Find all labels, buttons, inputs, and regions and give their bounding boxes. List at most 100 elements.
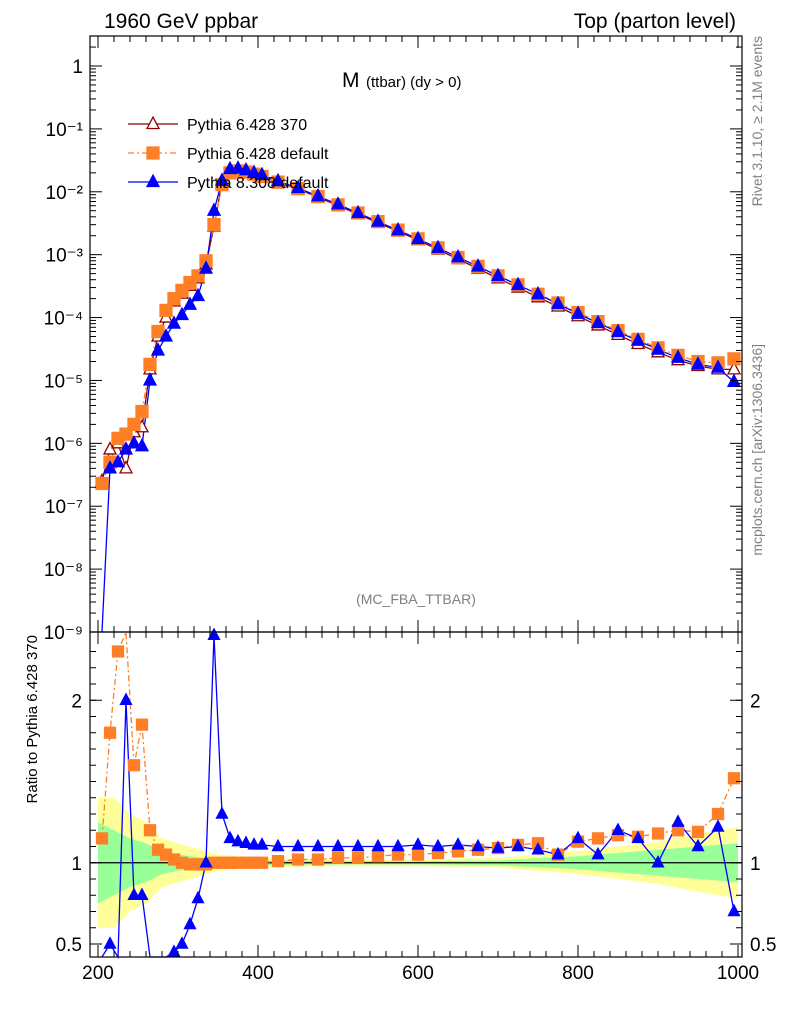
main-point-s2-26 — [370, 213, 386, 227]
main-point-s2-34 — [530, 285, 546, 300]
ratio-point-s0-23 — [311, 853, 325, 866]
main-y-tick-label: 1 — [72, 57, 83, 78]
ratio-point-s1-30 — [451, 837, 465, 850]
ratio-point-s0-0 — [95, 832, 109, 845]
ratio-point-s1-5 — [135, 887, 149, 901]
ratio-point-s1-40 — [651, 855, 665, 868]
ratio-point-s1-36 — [571, 830, 585, 844]
ratio-point-s1-28 — [411, 837, 425, 850]
ratio-point-s1-38 — [611, 822, 625, 836]
main-point-s2-6 — [142, 372, 158, 386]
main-point-s1-8 — [159, 303, 173, 318]
ratio-point-s1-24 — [331, 838, 345, 852]
main-series-line-0 — [101, 169, 734, 482]
main-point-s2-9 — [166, 315, 182, 329]
ratio-point-s0-43 — [711, 807, 725, 821]
ratio-point-s1-37 — [591, 846, 605, 860]
main-point-s2-12 — [190, 287, 206, 302]
ratio-point-s1-9 — [167, 944, 181, 957]
ratio-point-s0-37 — [591, 832, 605, 845]
main-plot-marks — [94, 160, 742, 633]
analysis-id-label: (MC_FBA_TTBAR) — [356, 591, 476, 607]
ratio-point-s0-20 — [255, 856, 269, 869]
ratio-point-s1-4 — [127, 887, 141, 901]
main-point-s2-4 — [126, 435, 142, 449]
ratio-point-s0-21 — [271, 854, 285, 868]
ratio-point-s1-11 — [183, 916, 197, 930]
main-series-line-1 — [101, 170, 735, 484]
ratio-point-s1-16 — [223, 830, 237, 844]
main-point-s2-24 — [330, 196, 346, 210]
ratio-point-s1-25 — [351, 838, 365, 852]
main-point-s2-39 — [630, 332, 646, 346]
legend-label-2: Pythia 8.308 default — [187, 175, 329, 192]
ratio-point-s1-29 — [431, 838, 445, 852]
mcplots-source-label: mcplots.cern.ch [arXiv:1306.3436] — [749, 344, 765, 556]
main-point-s2-40 — [650, 341, 666, 355]
legend-label-1: Pythia 6.428 default — [187, 146, 329, 163]
legend-label-0: Pythia 6.428 370 — [187, 117, 307, 134]
main-y-tick-label: 10⁻³ — [46, 246, 84, 267]
ratio-point-s1-23 — [311, 838, 325, 852]
main-point-s2-42 — [690, 356, 706, 370]
main-point-s2-18 — [238, 161, 254, 176]
ratio-plot-axes: 0.5 0.5 1 1 2 2 200 400 600 800 1000 — [56, 631, 776, 984]
main-point-s1-14 — [207, 218, 221, 232]
ratio-point-s1-15 — [215, 806, 229, 819]
main-y-tick-label: 10⁻⁹ — [44, 623, 83, 644]
ratio-point-s0-1 — [103, 726, 117, 739]
ratio-point-s1-32 — [491, 840, 505, 853]
ratio-point-s1-12 — [191, 890, 205, 904]
main-y-tick-label: 10⁻⁴ — [44, 309, 83, 330]
x-tick-label: 200 — [82, 963, 114, 984]
ratio-point-s1-17 — [231, 833, 245, 847]
main-point-s2-7 — [150, 342, 166, 356]
ratio-point-s0-5 — [135, 718, 149, 731]
ratio-point-s1-3 — [119, 692, 133, 706]
x-tick-label: 400 — [242, 963, 274, 984]
main-point-s1-5 — [135, 404, 149, 419]
main-point-s2-31 — [470, 258, 486, 272]
main-point-s2-5 — [134, 437, 150, 452]
main-plot-panel: 110⁻¹10⁻²10⁻³10⁻⁴10⁻⁵10⁻⁶10⁻⁷10⁻⁸10⁻⁹ M … — [44, 35, 743, 644]
x-tick-label: 800 — [562, 963, 594, 984]
ratio-point-s1-33 — [511, 838, 525, 852]
main-point-s1-44 — [727, 352, 741, 366]
main-point-s1-0 — [95, 476, 109, 491]
ratio-point-s1-42 — [691, 838, 705, 852]
main-point-s1-6 — [143, 357, 157, 372]
main-point-s2-8 — [158, 328, 174, 342]
main-point-s2-22 — [290, 179, 306, 194]
ratio-y-tick-label-right: 0.5 — [750, 935, 776, 956]
ratio-point-s0-40 — [651, 827, 665, 840]
main-point-s2-28 — [410, 230, 426, 245]
ratio-point-s0-24 — [331, 851, 345, 865]
main-point-s2-32 — [490, 267, 506, 282]
ratio-point-s1-43 — [711, 819, 725, 832]
main-point-s2-23 — [310, 187, 326, 202]
ratio-point-s1-18 — [239, 835, 253, 849]
main-point-s2-33 — [510, 276, 526, 291]
main-point-s2-41 — [670, 349, 686, 363]
ratio-point-s1-31 — [471, 838, 485, 852]
ratio-plot-panel: 0.5 0.5 1 1 2 2 200 400 600 800 1000 Ratio to Pyth… — [24, 627, 776, 984]
ratio-point-s1-1 — [103, 936, 117, 949]
ratio-point-s1-22 — [291, 838, 305, 852]
main-point-s2-27 — [390, 221, 406, 236]
ratio-y-tick-label-right: 2 — [750, 691, 761, 712]
main-point-s2-13 — [198, 260, 214, 274]
main-point-s2-15 — [214, 172, 230, 186]
x-tick-label: 600 — [402, 963, 434, 984]
ratio-point-s1-44 — [727, 903, 741, 917]
x-tick-label: 1000 — [717, 963, 759, 984]
ratio-y-axis-label: Ratio to Pythia 6.428 370 — [24, 635, 41, 803]
ratio-point-s1-41 — [671, 814, 685, 827]
ratio-point-s1-13 — [199, 855, 213, 868]
main-point-s2-29 — [430, 239, 446, 254]
ratio-y-tick-label-right: 1 — [750, 854, 761, 875]
ratio-point-s1-35 — [551, 846, 565, 860]
ratio-plot-marks — [95, 627, 741, 960]
ratio-y-tick-label-left: 0.5 — [56, 935, 82, 956]
main-point-s2-30 — [450, 248, 466, 263]
